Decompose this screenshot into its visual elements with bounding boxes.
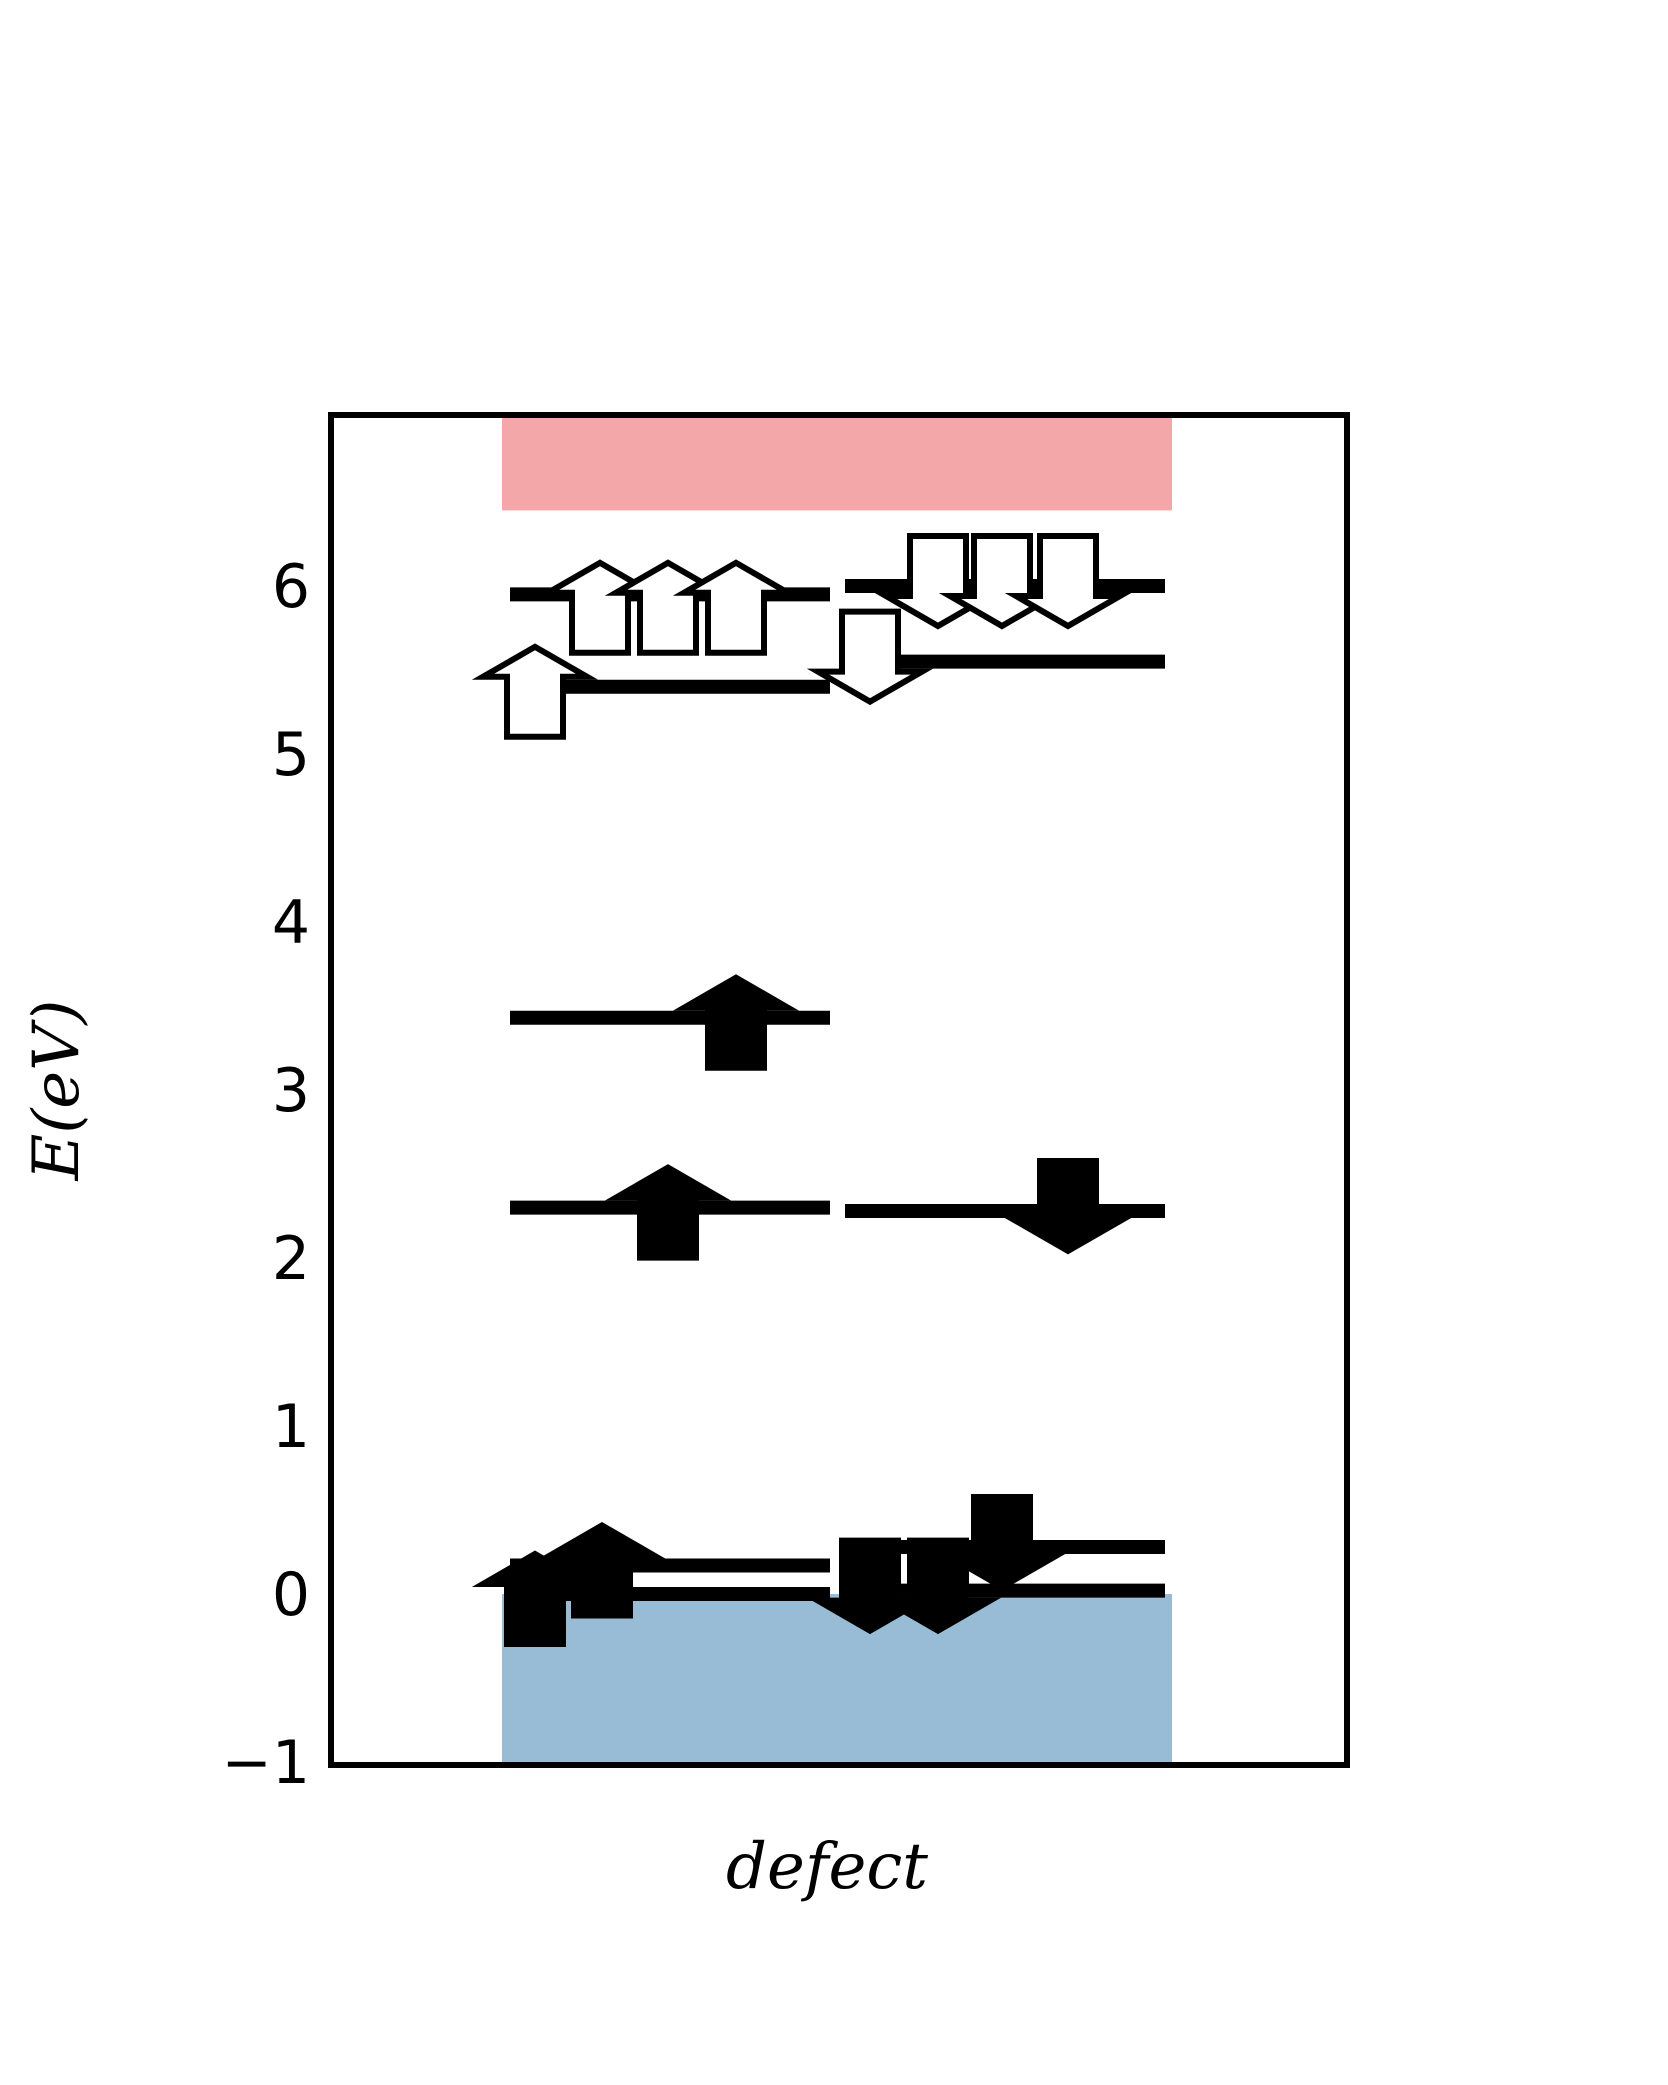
y-tick-label: 3: [272, 1056, 310, 1126]
y-tick-labels: −1 0 1 2 3 4 5 6: [222, 552, 310, 1798]
spin-up-arrow-4: [672, 974, 800, 1071]
plot-frame: [328, 412, 1350, 1768]
spin-up-arrow-3: [672, 559, 800, 656]
spin-up-arrow-0: [471, 643, 599, 740]
valence-band: [502, 1594, 1172, 1762]
x-axis-label: defect: [726, 1830, 928, 1904]
y-tick-label: −1: [222, 1728, 310, 1798]
spin-down-arrow-4: [1004, 1157, 1132, 1255]
y-axis-label: E(eV): [20, 1000, 94, 1182]
y-tick-label: 6: [272, 552, 310, 622]
spin-down-arrow-7: [938, 1493, 1066, 1591]
y-tick-label: 4: [272, 888, 310, 958]
spin-up-arrow-1: [536, 559, 664, 656]
bands-layer: [502, 418, 1172, 1762]
y-tick-label: 5: [272, 720, 310, 790]
y-tick-label: 2: [272, 1224, 310, 1294]
spin-up-arrow-2: [604, 559, 732, 656]
spin-down-arrow-3: [1004, 533, 1132, 630]
spin-up-arrow-7: [538, 1521, 666, 1619]
y-tick-label: 0: [272, 1560, 310, 1630]
spin-arrows-layer: [471, 533, 1132, 1647]
levels-layer: [510, 579, 1165, 1601]
y-tick-label: 1: [272, 1392, 310, 1462]
spin-down-arrow-0: [806, 608, 934, 706]
spin-up-arrow-5: [604, 1164, 732, 1261]
conduction-band: [502, 418, 1172, 511]
